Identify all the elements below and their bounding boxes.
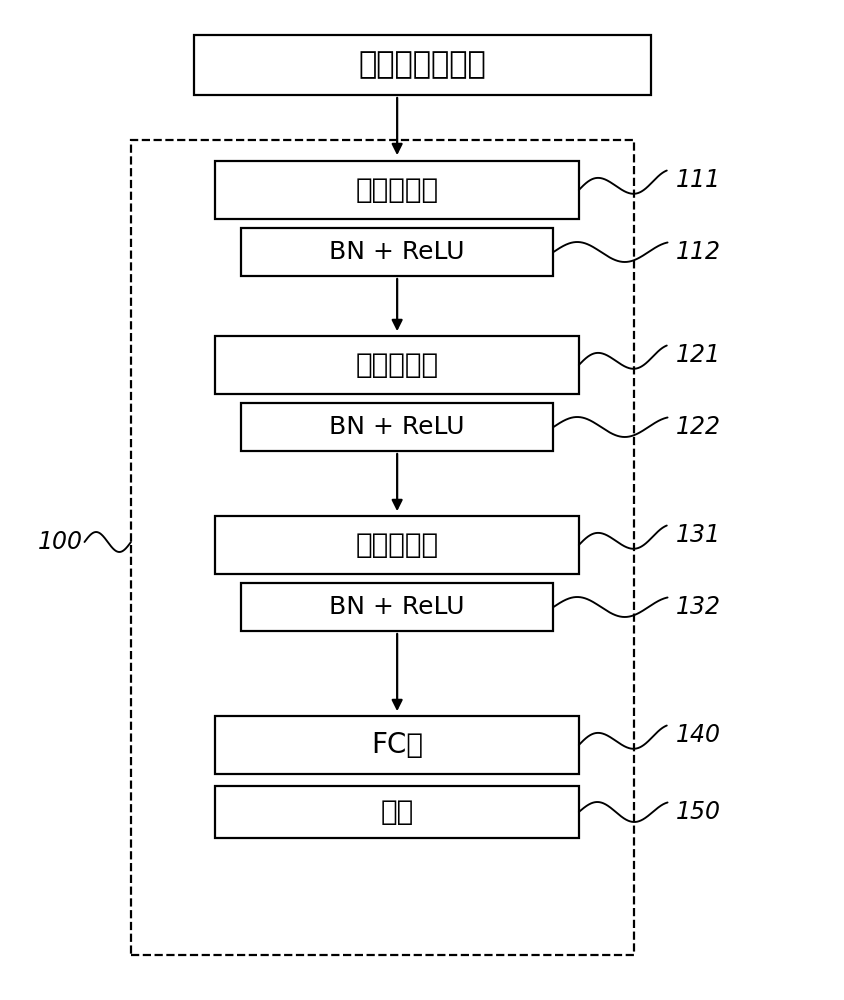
Text: 112: 112	[675, 240, 720, 264]
Bar	[215, 786, 578, 838]
Bar	[241, 583, 553, 631]
Text: 一维卷积层: 一维卷积层	[355, 351, 438, 379]
Bar	[215, 716, 578, 774]
Bar	[194, 35, 650, 95]
Text: 131: 131	[675, 523, 720, 547]
Text: 每个车轮的轮速: 每个车轮的轮速	[358, 50, 486, 80]
Text: BN + ReLU: BN + ReLU	[329, 415, 464, 439]
Bar	[131, 140, 633, 955]
Text: 一维卷积层: 一维卷积层	[355, 531, 438, 559]
Bar	[215, 516, 578, 574]
Bar	[215, 161, 578, 219]
Text: 132: 132	[675, 595, 720, 619]
Text: 140: 140	[675, 723, 720, 747]
Text: 150: 150	[675, 800, 720, 824]
Text: BN + ReLU: BN + ReLU	[329, 240, 464, 264]
Text: FC层: FC层	[371, 731, 423, 759]
Bar	[241, 403, 553, 451]
Bar	[215, 336, 578, 394]
Bar	[241, 228, 553, 276]
Text: 100: 100	[38, 530, 83, 554]
Text: 121: 121	[675, 343, 720, 367]
Text: 一维卷积层: 一维卷积层	[355, 176, 438, 204]
Text: 111: 111	[675, 168, 720, 192]
Text: 122: 122	[675, 415, 720, 439]
Text: 丢弃: 丢弃	[380, 798, 414, 826]
Text: BN + ReLU: BN + ReLU	[329, 595, 464, 619]
